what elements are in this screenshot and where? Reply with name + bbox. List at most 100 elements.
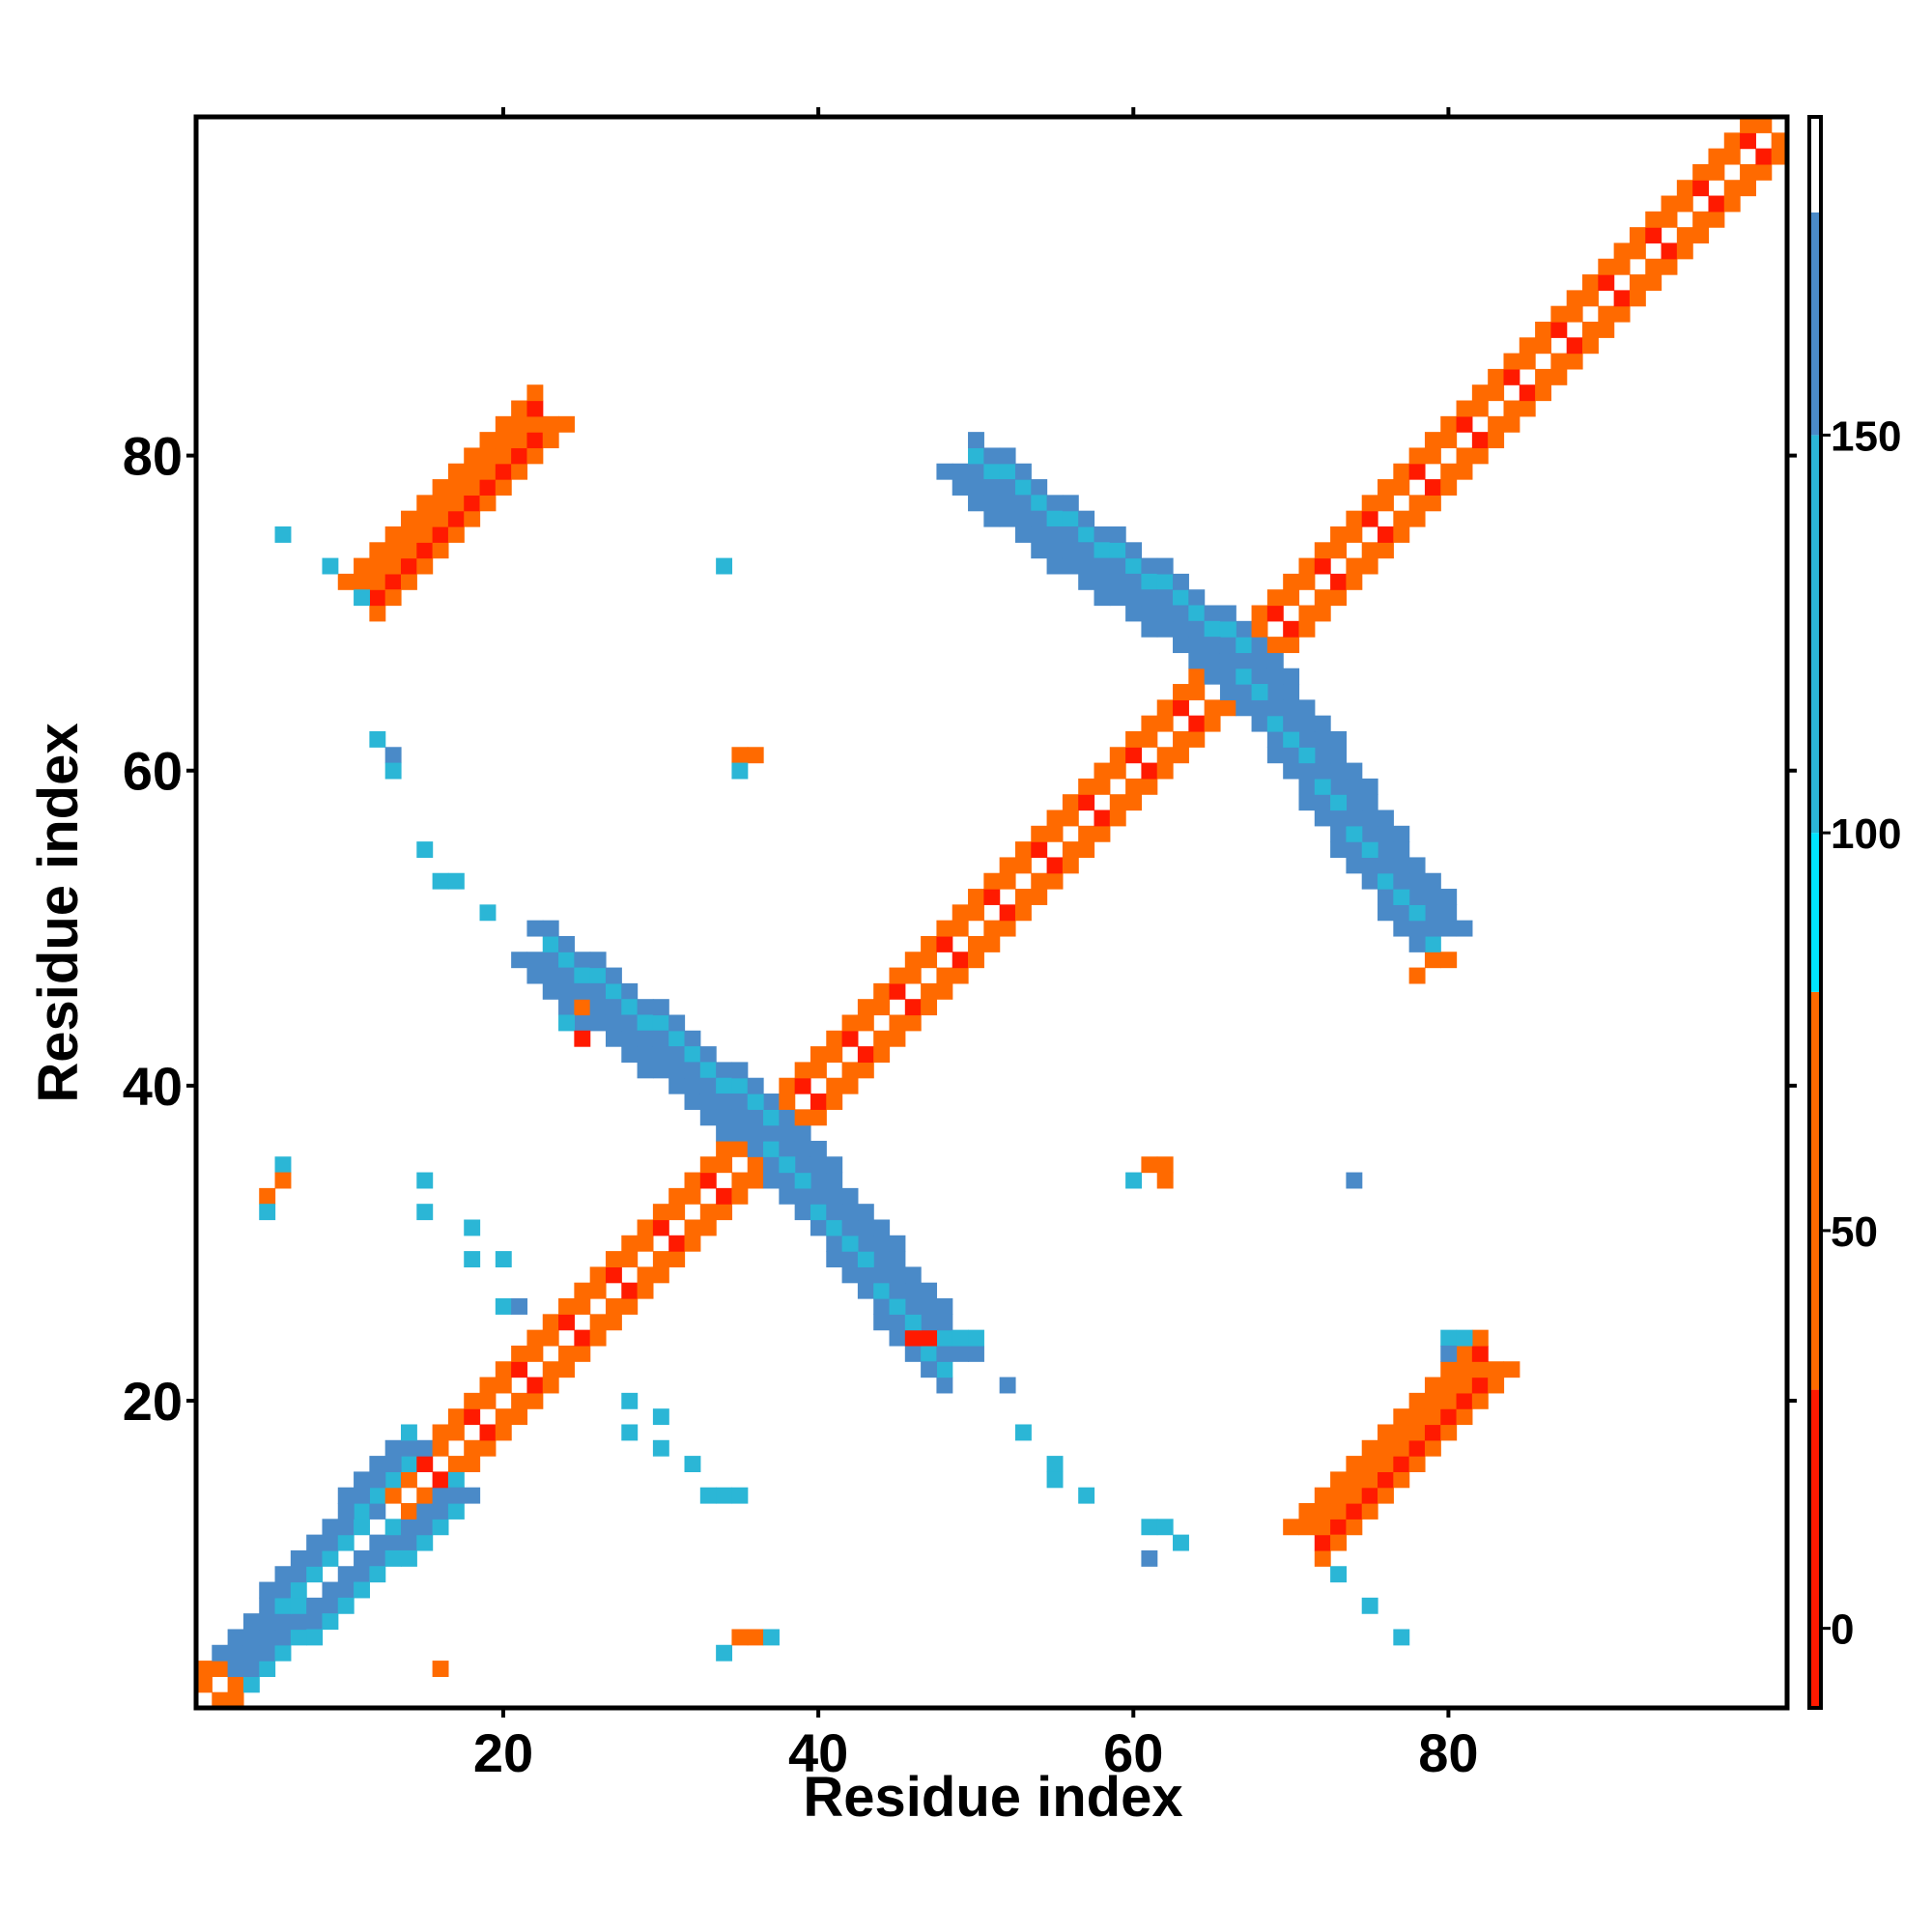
heatmap-cell xyxy=(1109,557,1126,575)
heatmap-cell xyxy=(354,1519,370,1536)
heatmap-cell xyxy=(716,1156,733,1174)
heatmap-cell xyxy=(637,1219,654,1236)
heatmap-cell xyxy=(447,526,465,543)
heatmap-cell xyxy=(1408,935,1426,952)
heatmap-cell xyxy=(1046,526,1064,543)
heatmap-cell xyxy=(479,463,497,480)
heatmap-cell xyxy=(542,415,559,433)
heatmap-cell xyxy=(1014,889,1032,905)
heatmap-cell xyxy=(212,1644,229,1662)
heatmap-cell xyxy=(779,1156,796,1174)
heatmap-cell xyxy=(921,952,938,969)
heatmap-cell xyxy=(1424,904,1441,922)
heatmap-cell xyxy=(1031,889,1048,905)
heatmap-cell xyxy=(1298,715,1316,732)
heatmap-cell xyxy=(416,526,434,543)
heatmap-cell xyxy=(290,1597,307,1614)
heatmap-cell xyxy=(952,920,969,937)
heatmap-cell xyxy=(1109,589,1126,607)
heatmap-cell xyxy=(259,1629,276,1646)
heatmap-cell xyxy=(1094,825,1111,842)
heatmap-cell xyxy=(1156,557,1174,575)
heatmap-cell xyxy=(464,1439,481,1457)
heatmap-cell xyxy=(384,589,402,607)
heatmap-cell xyxy=(1424,479,1441,496)
heatmap-cell xyxy=(526,952,544,969)
heatmap-cell xyxy=(1378,872,1394,890)
heatmap-cell xyxy=(889,1014,906,1032)
heatmap-cell xyxy=(763,1109,780,1126)
heatmap-cell xyxy=(857,1235,874,1252)
heatmap-cell xyxy=(1582,337,1599,355)
heatmap-cell xyxy=(558,982,575,1000)
heatmap-cell xyxy=(1346,1456,1363,1472)
heatmap-cell xyxy=(952,1329,969,1347)
heatmap-cell xyxy=(1156,589,1174,607)
heatmap-cell xyxy=(857,1046,874,1064)
heatmap-cell xyxy=(716,1124,733,1142)
heatmap-cell xyxy=(1708,163,1725,181)
heatmap-cell xyxy=(1283,730,1300,748)
heatmap-cell xyxy=(1314,747,1331,764)
heatmap-cell xyxy=(369,1534,386,1551)
heatmap-cell xyxy=(384,1487,402,1504)
heatmap-cell xyxy=(857,1266,874,1284)
heatmap-cell xyxy=(1298,573,1316,590)
heatmap-cell xyxy=(747,1629,764,1646)
heatmap-cell xyxy=(1424,889,1441,905)
colorbar-tick-label: 150 xyxy=(1831,412,1901,460)
heatmap-cell xyxy=(322,1597,339,1614)
heatmap-cell xyxy=(274,1156,292,1174)
heatmap-cell xyxy=(1078,1487,1095,1504)
heatmap-cell xyxy=(794,1172,811,1189)
heatmap-cell xyxy=(1078,794,1095,811)
heatmap-cell xyxy=(542,982,559,1000)
heatmap-cell xyxy=(1109,762,1126,780)
heatmap-cell xyxy=(1141,1549,1158,1567)
heatmap-cell xyxy=(526,1392,544,1409)
heatmap-cell xyxy=(1236,668,1253,685)
heatmap-cell xyxy=(369,542,386,559)
heatmap-cell xyxy=(1330,778,1348,795)
heatmap-cell xyxy=(904,1266,922,1284)
heatmap-cell xyxy=(1078,526,1095,543)
heatmap-cell xyxy=(889,1251,906,1268)
heatmap-cell xyxy=(542,1314,559,1331)
heatmap-cell xyxy=(337,1503,355,1520)
heatmap-cell xyxy=(936,982,953,1000)
heatmap-cell xyxy=(637,1282,654,1299)
heatmap-cell xyxy=(1014,463,1032,480)
heatmap-cell xyxy=(1440,952,1458,969)
heatmap-cell xyxy=(1046,510,1064,527)
colorbar-band xyxy=(1809,117,1821,213)
heatmap-cell xyxy=(889,1329,906,1347)
heatmap-cell xyxy=(1330,730,1348,748)
heatmap-cell xyxy=(1298,1519,1316,1536)
heatmap-cell xyxy=(968,432,984,449)
heatmap-cell xyxy=(763,1156,780,1174)
heatmap-cell xyxy=(873,1314,891,1331)
heatmap-cell xyxy=(826,1204,843,1221)
heatmap-cell xyxy=(952,479,969,496)
heatmap-cell xyxy=(1440,1424,1458,1441)
heatmap-cell xyxy=(1046,495,1064,512)
heatmap-cell xyxy=(416,557,434,575)
heatmap-cell xyxy=(1408,920,1426,937)
heatmap-cell xyxy=(1219,699,1236,717)
heatmap-cell xyxy=(1314,1503,1331,1520)
heatmap-cell xyxy=(794,1156,811,1174)
heatmap-cell xyxy=(274,1581,292,1599)
heatmap-cell xyxy=(779,1077,796,1094)
heatmap-cell xyxy=(652,1251,669,1268)
heatmap-cell xyxy=(1236,637,1253,654)
heatmap-cell xyxy=(1094,589,1111,607)
heatmap-cell xyxy=(1393,1629,1410,1646)
heatmap-cell xyxy=(983,479,1001,496)
heatmap-cell xyxy=(354,1581,370,1599)
heatmap-cell xyxy=(574,1282,591,1299)
heatmap-cell xyxy=(369,589,386,607)
heatmap-cell xyxy=(921,1361,938,1378)
heatmap-cell xyxy=(1346,1503,1363,1520)
heatmap-cell xyxy=(1062,510,1079,527)
